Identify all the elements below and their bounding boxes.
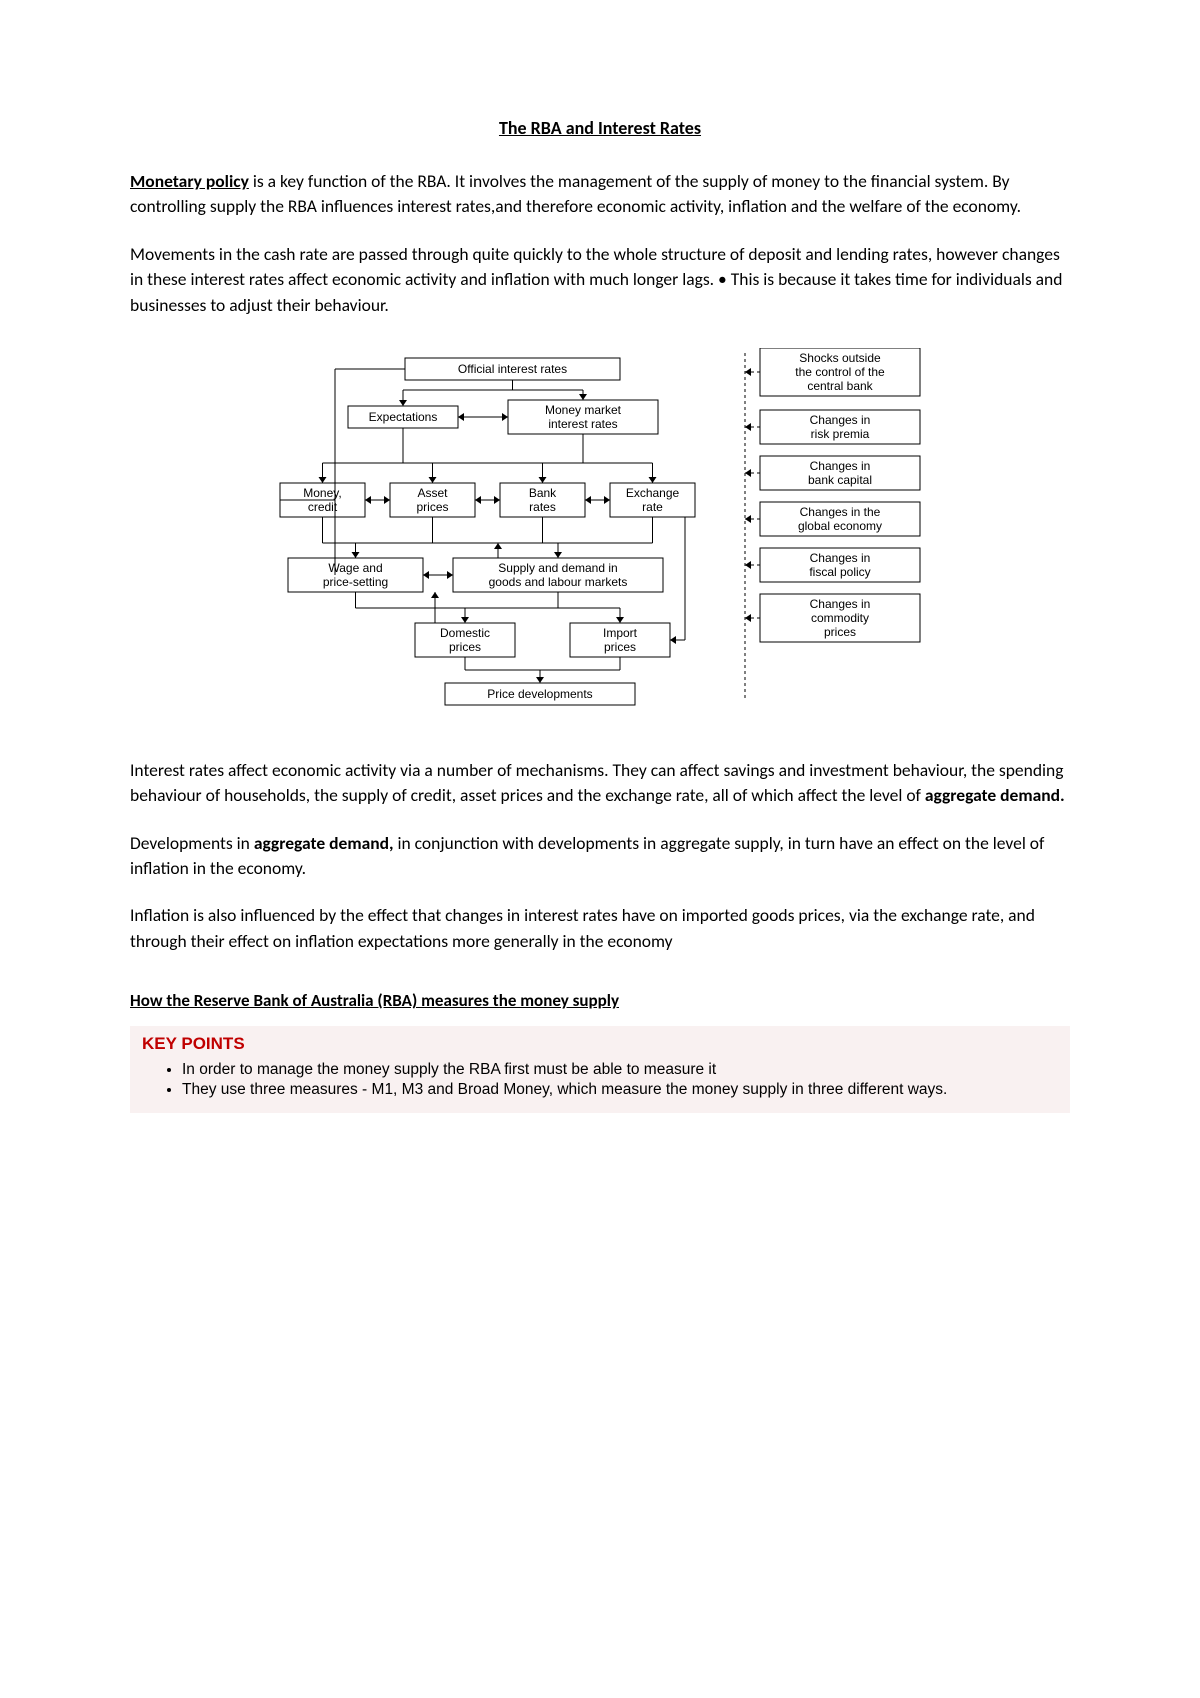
svg-text:Changes in: Changes in: [810, 597, 871, 611]
svg-text:goods and labour markets: goods and labour markets: [489, 575, 628, 589]
para4a: Developments in: [130, 832, 254, 854]
monetary-policy-lead: Monetary policy: [130, 170, 249, 192]
para3b: aggregate demand.: [925, 784, 1065, 806]
svg-text:rate: rate: [642, 500, 663, 514]
svg-text:Bank: Bank: [529, 486, 557, 500]
transmission-diagram: Official interest rates Expectations Money…: [250, 348, 950, 718]
svg-text:price-setting: price-setting: [323, 575, 388, 589]
para1-rest: is a key function of the RBA. It involve…: [130, 170, 1021, 217]
svg-text:Exchange: Exchange: [626, 486, 680, 500]
svg-text:Changes in: Changes in: [810, 551, 871, 565]
paragraph-3: Interest rates affect economic activity …: [130, 758, 1070, 809]
para4b: aggregate demand,: [254, 832, 394, 854]
svg-text:Asset: Asset: [417, 486, 448, 500]
svg-text:prices: prices: [824, 625, 856, 639]
svg-text:rates: rates: [529, 500, 556, 514]
paragraph-1: Monetary policy is a key function of the…: [130, 169, 1070, 220]
svg-text:Money,: Money,: [303, 486, 341, 500]
svg-text:bank capital: bank capital: [808, 473, 872, 487]
keypoints-heading: KEY POINTS: [142, 1032, 1058, 1057]
para3a: Interest rates affect economic activity …: [130, 759, 1063, 806]
paragraph-5: Inflation is also influenced by the effe…: [130, 903, 1070, 954]
list-item: In order to manage the money supply the …: [182, 1060, 1058, 1081]
svg-text:global economy: global economy: [798, 519, 882, 533]
svg-text:Price developments: Price developments: [487, 687, 592, 701]
svg-text:Expectations: Expectations: [369, 410, 438, 424]
page-title: The RBA and Interest Rates: [130, 115, 1070, 141]
svg-text:credit: credit: [308, 500, 338, 514]
svg-text:central bank: central bank: [807, 379, 873, 393]
svg-text:Changes in: Changes in: [810, 413, 871, 427]
svg-text:Money market: Money market: [545, 403, 622, 417]
svg-text:commodity: commodity: [811, 611, 869, 625]
svg-text:prices: prices: [449, 640, 481, 654]
paragraph-2: Movements in the cash rate are passed th…: [130, 242, 1070, 318]
svg-text:prices: prices: [416, 500, 448, 514]
svg-text:Wage and: Wage and: [328, 561, 382, 575]
svg-text:Official interest rates: Official interest rates: [458, 362, 567, 376]
svg-text:fiscal policy: fiscal policy: [809, 565, 870, 579]
keypoints-list: In order to manage the money supply the …: [142, 1060, 1058, 1102]
svg-text:interest rates: interest rates: [548, 417, 617, 431]
svg-text:Changes in: Changes in: [810, 459, 871, 473]
svg-text:Supply and demand in: Supply and demand in: [498, 561, 617, 575]
list-item: They use three measures - M1, M3 and Bro…: [182, 1080, 1058, 1101]
svg-text:prices: prices: [604, 640, 636, 654]
svg-text:Changes in the: Changes in the: [800, 505, 881, 519]
svg-text:Shocks outside: Shocks outside: [799, 351, 881, 365]
svg-text:risk premia: risk premia: [811, 427, 870, 441]
svg-text:Import: Import: [603, 626, 638, 640]
paragraph-4: Developments in aggregate demand, in con…: [130, 831, 1070, 882]
section-2-title: How the Reserve Bank of Australia (RBA) …: [130, 989, 1070, 1014]
svg-text:Domestic: Domestic: [440, 626, 490, 640]
keypoints-block: KEY POINTS In order to manage the money …: [130, 1026, 1070, 1113]
svg-text:the control of the: the control of the: [795, 365, 885, 379]
